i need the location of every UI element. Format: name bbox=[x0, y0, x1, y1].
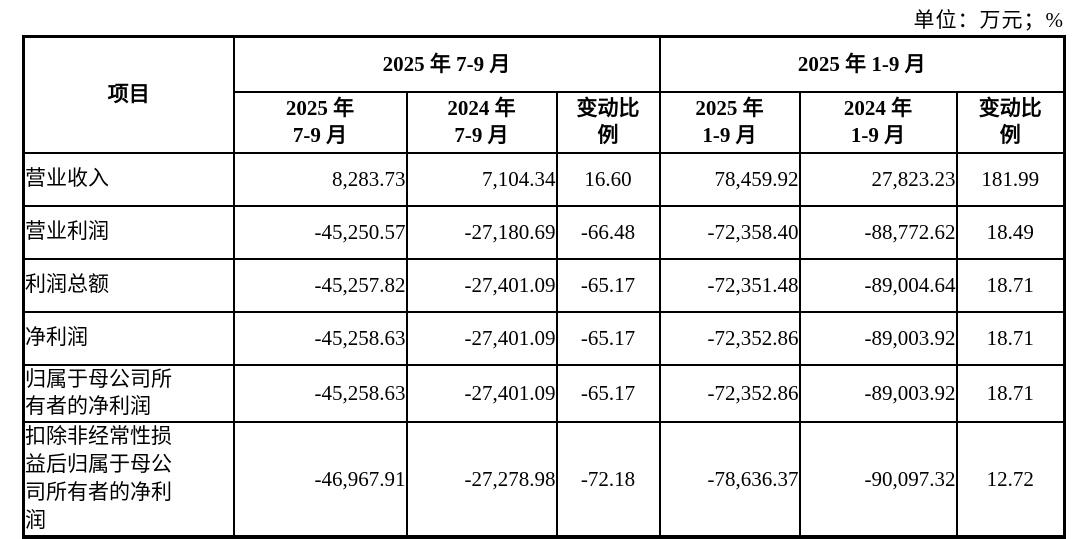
subheader-line-1: 2024 年 bbox=[843, 95, 913, 120]
subheader-2025-1-9: 2025 年 1-9 月 bbox=[658, 90, 801, 154]
value-cell: -46,967.91 bbox=[232, 421, 408, 539]
table-row-operating-revenue: 营业收入 8,283.73 7,104.34 16.60 78,459.92 2… bbox=[22, 151, 1066, 207]
financial-results-table: 项目 2025 年 7-9 月 2025 年 1-9 月 2025 年 7-9 … bbox=[22, 35, 1067, 539]
table-row-total-profit: 利润总额 -45,257.82 -27,401.09 -65.17 -72,35… bbox=[22, 257, 1066, 313]
subheader-2024-1-9: 2024 年 1-9 月 bbox=[798, 90, 958, 154]
subheader-line-1: 2024 年 bbox=[447, 95, 516, 120]
row-label: 营业利润 bbox=[22, 204, 235, 260]
table-row-net-profit-parent: 归属于母公司所 有者的净利润 -45,258.63 -27,401.09 -65… bbox=[22, 363, 1066, 424]
value-cell: -65.17 bbox=[555, 363, 661, 424]
value-cell: -27,401.09 bbox=[405, 257, 558, 313]
value-cell: -72,352.86 bbox=[658, 310, 801, 366]
subheader-line-2: 1-9 月 bbox=[702, 123, 757, 147]
row-label: 净利润 bbox=[22, 310, 235, 366]
value-cell: -45,258.63 bbox=[232, 363, 408, 424]
unit-label: 单位：万元；% bbox=[913, 8, 1064, 32]
value-cell: -27,401.09 bbox=[405, 363, 558, 424]
item-column-header: 项目 bbox=[22, 35, 235, 154]
value-cell: -89,003.92 bbox=[798, 363, 958, 424]
value-cell: 18.49 bbox=[955, 204, 1066, 260]
value-cell: -27,401.09 bbox=[405, 310, 558, 366]
table-row-operating-profit: 营业利润 -45,250.57 -27,180.69 -66.48 -72,35… bbox=[22, 204, 1066, 260]
value-cell: 18.71 bbox=[955, 257, 1066, 313]
subheader-line-2: 7-9 月 bbox=[292, 123, 348, 147]
value-cell: -90,097.32 bbox=[798, 421, 958, 539]
value-cell: -72,358.40 bbox=[658, 204, 801, 260]
subheader-line-2: 例 bbox=[999, 123, 1021, 147]
row-label: 营业收入 bbox=[22, 151, 235, 207]
value-cell: -78,636.37 bbox=[658, 421, 801, 539]
value-cell: -72.18 bbox=[555, 421, 661, 539]
row-label: 扣除非经常性损 益后归属于母公 司所有者的净利 润 bbox=[22, 421, 235, 539]
value-cell: 18.71 bbox=[955, 310, 1066, 366]
value-cell: 181.99 bbox=[955, 151, 1066, 207]
table-row-net-profit: 净利润 -45,258.63 -27,401.09 -65.17 -72,352… bbox=[22, 310, 1066, 366]
row-label: 归属于母公司所 有者的净利润 bbox=[22, 363, 235, 424]
value-cell: -89,004.64 bbox=[798, 257, 958, 313]
value-cell: 12.72 bbox=[955, 421, 1066, 539]
value-cell: -65.17 bbox=[555, 310, 661, 366]
value-cell: -72,351.48 bbox=[658, 257, 801, 313]
value-cell: -65.17 bbox=[555, 257, 661, 313]
value-cell: -45,258.63 bbox=[232, 310, 408, 366]
subheader-line-1: 2025 年 bbox=[695, 95, 764, 120]
value-cell: 27,823.23 bbox=[798, 151, 958, 207]
value-cell: -88,772.62 bbox=[798, 204, 958, 260]
value-cell: 18.71 bbox=[955, 363, 1066, 424]
table-row-net-profit-parent-excl-nonrecurring: 扣除非经常性损 益后归属于母公 司所有者的净利 润 -46,967.91 -27… bbox=[22, 421, 1066, 539]
value-cell: -27,180.69 bbox=[405, 204, 558, 260]
subheader-line-1: 变动比 bbox=[978, 95, 1042, 120]
value-cell: 16.60 bbox=[555, 151, 661, 207]
subheader-line-2: 7-9 月 bbox=[454, 123, 509, 147]
subheader-2024-7-9: 2024 年 7-9 月 bbox=[405, 90, 558, 154]
subheader-line-2: 1-9 月 bbox=[850, 123, 906, 147]
subheader-2025-7-9: 2025 年 7-9 月 bbox=[232, 90, 408, 154]
value-cell: -45,250.57 bbox=[232, 204, 408, 260]
group-header-2025-9m: 2025 年 1-9 月 bbox=[658, 35, 1066, 93]
sub-header-row: 2025 年 7-9 月 2024 年 7-9 月 变动比 例 2025 年 1… bbox=[24, 90, 1066, 154]
value-cell: 8,283.73 bbox=[232, 151, 408, 207]
subheader-line-1: 2025 年 bbox=[285, 95, 355, 120]
value-cell: -45,257.82 bbox=[232, 257, 408, 313]
group-header-row: 项目 2025 年 7-9 月 2025 年 1-9 月 bbox=[22, 35, 1066, 154]
value-cell: 78,459.92 bbox=[658, 151, 801, 207]
subheader-change-ratio-q3: 变动比 例 bbox=[555, 90, 661, 154]
subheader-line-2: 例 bbox=[597, 123, 619, 147]
subheader-line-1: 变动比 bbox=[576, 95, 640, 120]
group-header-2025-q3: 2025 年 7-9 月 bbox=[232, 35, 661, 93]
value-cell: -27,278.98 bbox=[405, 421, 558, 539]
row-label: 利润总额 bbox=[22, 257, 235, 313]
value-cell: -72,352.86 bbox=[658, 363, 801, 424]
value-cell: 7,104.34 bbox=[405, 151, 558, 207]
value-cell: -66.48 bbox=[555, 204, 661, 260]
subheader-change-ratio-9m: 变动比 例 bbox=[955, 90, 1066, 154]
value-cell: -89,003.92 bbox=[798, 310, 958, 366]
